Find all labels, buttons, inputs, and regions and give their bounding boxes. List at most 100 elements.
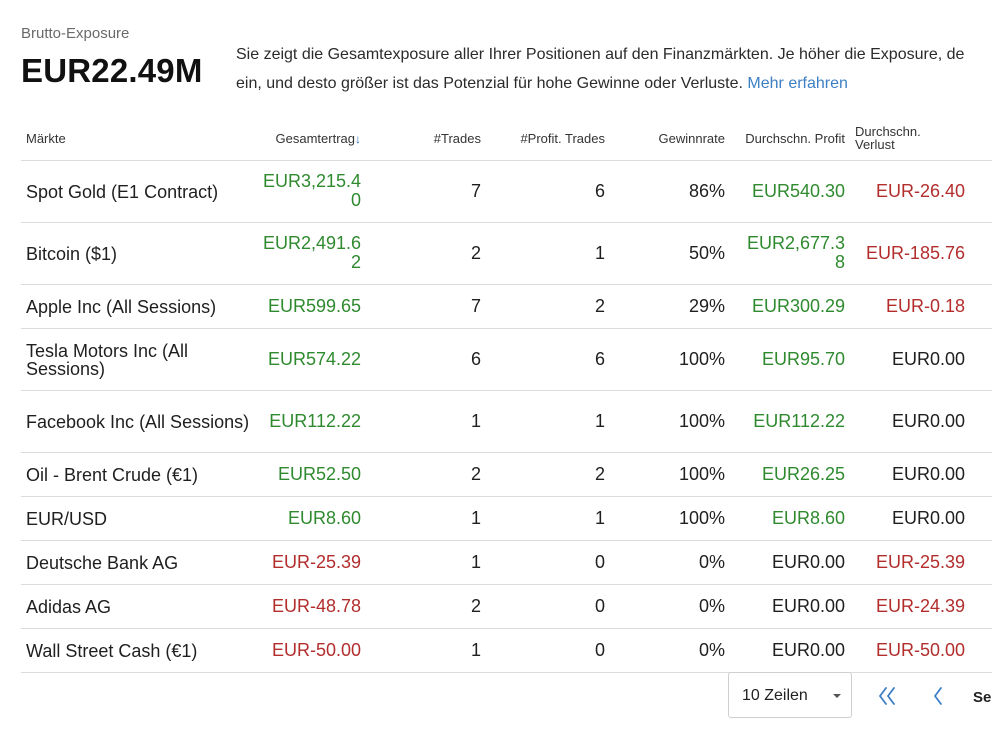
cell-avg-profit: EUR0.00 (725, 584, 845, 629)
exposure-value: EUR22.49M (21, 52, 203, 89)
cell-market: Deutsche Bank AG (21, 540, 257, 585)
cell-profit-trades: 2 (481, 284, 605, 329)
total-return-value: EUR-48.78 (271, 596, 361, 616)
cell-avg-loss: EUR0.00 (845, 496, 965, 541)
rows-per-page-select[interactable]: 10 Zeilen (728, 672, 852, 718)
cell-trades: 2 (361, 584, 481, 629)
cell-win-rate: 86% (605, 160, 725, 223)
header-avg-loss-line2: Verlust (855, 137, 895, 152)
header-total-return[interactable]: Gesamtertrag↓ (257, 117, 361, 161)
cell-market: Bitcoin ($1) (21, 222, 257, 285)
next-page-button[interactable]: Se (973, 689, 992, 706)
header-markets[interactable]: Märkte (21, 117, 257, 161)
previous-page-button[interactable] (928, 684, 948, 708)
cell-total-return: EUR2,491.62 (257, 222, 361, 285)
table-row[interactable]: Apple Inc (All Sessions) EUR599.65 7 2 29% EU… (21, 284, 992, 329)
cell-spacer (965, 584, 992, 629)
cell-profit-trades: 0 (481, 540, 605, 585)
cell-total-return: EUR-48.78 (257, 584, 361, 629)
cell-profit-trades: 1 (481, 222, 605, 285)
cell-profit-trades: 0 (481, 584, 605, 629)
cell-avg-profit: EUR112.22 (725, 390, 845, 453)
cell-total-return: EUR574.22 (257, 328, 361, 391)
header-trades[interactable]: #Trades (361, 117, 481, 161)
table-row[interactable]: Oil - Brent Crude (€1) EUR52.50 2 2 100% EUR2… (21, 452, 992, 497)
avg-profit-value: EUR0.00 (771, 640, 845, 660)
cell-spacer (965, 540, 992, 585)
cell-spacer (965, 328, 992, 391)
cell-win-rate: 29% (605, 284, 725, 329)
total-return-value: EUR3,215.40 (262, 171, 361, 210)
cell-spacer (965, 284, 992, 329)
cell-avg-loss: EUR-25.39 (845, 540, 965, 585)
cell-win-rate: 0% (605, 540, 725, 585)
cell-avg-loss: EUR-50.00 (845, 628, 965, 673)
table-row[interactable]: EUR/USD EUR8.60 1 1 100% EUR8.60 EUR0.00 (21, 496, 992, 541)
description-line-2-text: ein, und desto größer ist das Potenzial … (236, 75, 743, 92)
avg-profit-value: EUR0.00 (771, 552, 845, 572)
avg-profit-value: EUR2,677.38 (746, 233, 845, 272)
total-return-value: EUR599.65 (267, 296, 361, 316)
table-row[interactable]: Bitcoin ($1) EUR2,491.62 2 1 50% EUR2,677.38 E… (21, 222, 992, 285)
cell-avg-profit: EUR540.30 (725, 160, 845, 223)
cell-spacer (965, 390, 992, 453)
exposure-label: Brutto-Exposure (21, 25, 130, 42)
learn-more-link[interactable]: Mehr erfahren (747, 75, 848, 92)
avg-profit-value: EUR95.70 (761, 349, 845, 369)
cell-market: Oil - Brent Crude (€1) (21, 452, 257, 497)
avg-profit-value: EUR0.00 (771, 596, 845, 616)
header-profit-trades[interactable]: #Profit. Trades (481, 117, 605, 161)
total-return-value: EUR112.22 (269, 411, 361, 431)
exposure-description: Sie zeigt die Gesamtexposure aller Ihrer… (236, 40, 992, 98)
cell-avg-loss: EUR0.00 (845, 328, 965, 391)
cell-profit-trades: 0 (481, 628, 605, 673)
cell-avg-profit: EUR0.00 (725, 628, 845, 673)
cell-avg-loss: EUR-185.76 (845, 222, 965, 285)
first-page-button[interactable] (876, 684, 902, 708)
cell-profit-trades: 1 (481, 496, 605, 541)
cell-market: Tesla Motors Inc (All Sessions) (21, 328, 257, 391)
cell-profit-trades: 2 (481, 452, 605, 497)
cell-win-rate: 50% (605, 222, 725, 285)
header-win-rate[interactable]: Gewinnrate (605, 117, 725, 161)
cell-avg-loss: EUR-26.40 (845, 160, 965, 223)
cell-total-return: EUR8.60 (257, 496, 361, 541)
table-row[interactable]: Wall Street Cash (€1) EUR-50.00 1 0 0% EUR0.0… (21, 628, 992, 673)
cell-trades: 1 (361, 628, 481, 673)
cell-market: Apple Inc (All Sessions) (21, 284, 257, 329)
table-row[interactable]: Facebook Inc (All Sessions) EUR112.22 1 1 10… (21, 390, 992, 453)
cell-total-return: EUR112.22 (257, 390, 361, 453)
cell-spacer (965, 160, 992, 223)
table-row[interactable]: Tesla Motors Inc (All Sessions) EUR574.22… (21, 328, 992, 391)
avg-profit-value: EUR8.60 (771, 508, 845, 528)
cell-total-return: EUR599.65 (257, 284, 361, 329)
table-row[interactable]: Spot Gold (E1 Contract) EUR3,215.40 7 6 86% E… (21, 160, 992, 223)
cell-trades: 2 (361, 452, 481, 497)
avg-profit-value: EUR300.29 (751, 296, 845, 316)
cell-avg-loss: EUR-0.18 (845, 284, 965, 329)
table-row[interactable]: Adidas AG EUR-48.78 2 0 0% EUR0.00 EUR-24.39 (21, 584, 992, 629)
header-avg-profit[interactable]: Durchschn. Profit (725, 117, 845, 161)
header-avg-loss-line1: Durchschn. (855, 124, 921, 139)
cell-win-rate: 100% (605, 328, 725, 391)
description-line-1: Sie zeigt die Gesamtexposure aller Ihrer… (236, 46, 965, 63)
cell-total-return: EUR3,215.40 (257, 160, 361, 223)
cell-avg-loss: EUR-24.39 (845, 584, 965, 629)
header-spacer (965, 117, 992, 161)
cell-trades: 7 (361, 284, 481, 329)
total-return-value: EUR2,491.62 (262, 233, 361, 272)
cell-profit-trades: 6 (481, 160, 605, 223)
cell-total-return: EUR52.50 (257, 452, 361, 497)
cell-profit-trades: 6 (481, 328, 605, 391)
header-avg-loss[interactable]: Durchschn. Verlust (845, 117, 965, 161)
cell-total-return: EUR-50.00 (257, 628, 361, 673)
cell-avg-profit: EUR8.60 (725, 496, 845, 541)
cell-spacer (965, 628, 992, 673)
cell-trades: 7 (361, 160, 481, 223)
avg-profit-value: EUR540.30 (751, 181, 845, 201)
table-row[interactable]: Deutsche Bank AG EUR-25.39 1 0 0% EUR0.00 EUR-… (21, 540, 992, 585)
cell-market: Spot Gold (E1 Contract) (21, 160, 257, 223)
cell-win-rate: 0% (605, 584, 725, 629)
total-return-value: EUR8.60 (287, 508, 361, 528)
cell-trades: 1 (361, 390, 481, 453)
